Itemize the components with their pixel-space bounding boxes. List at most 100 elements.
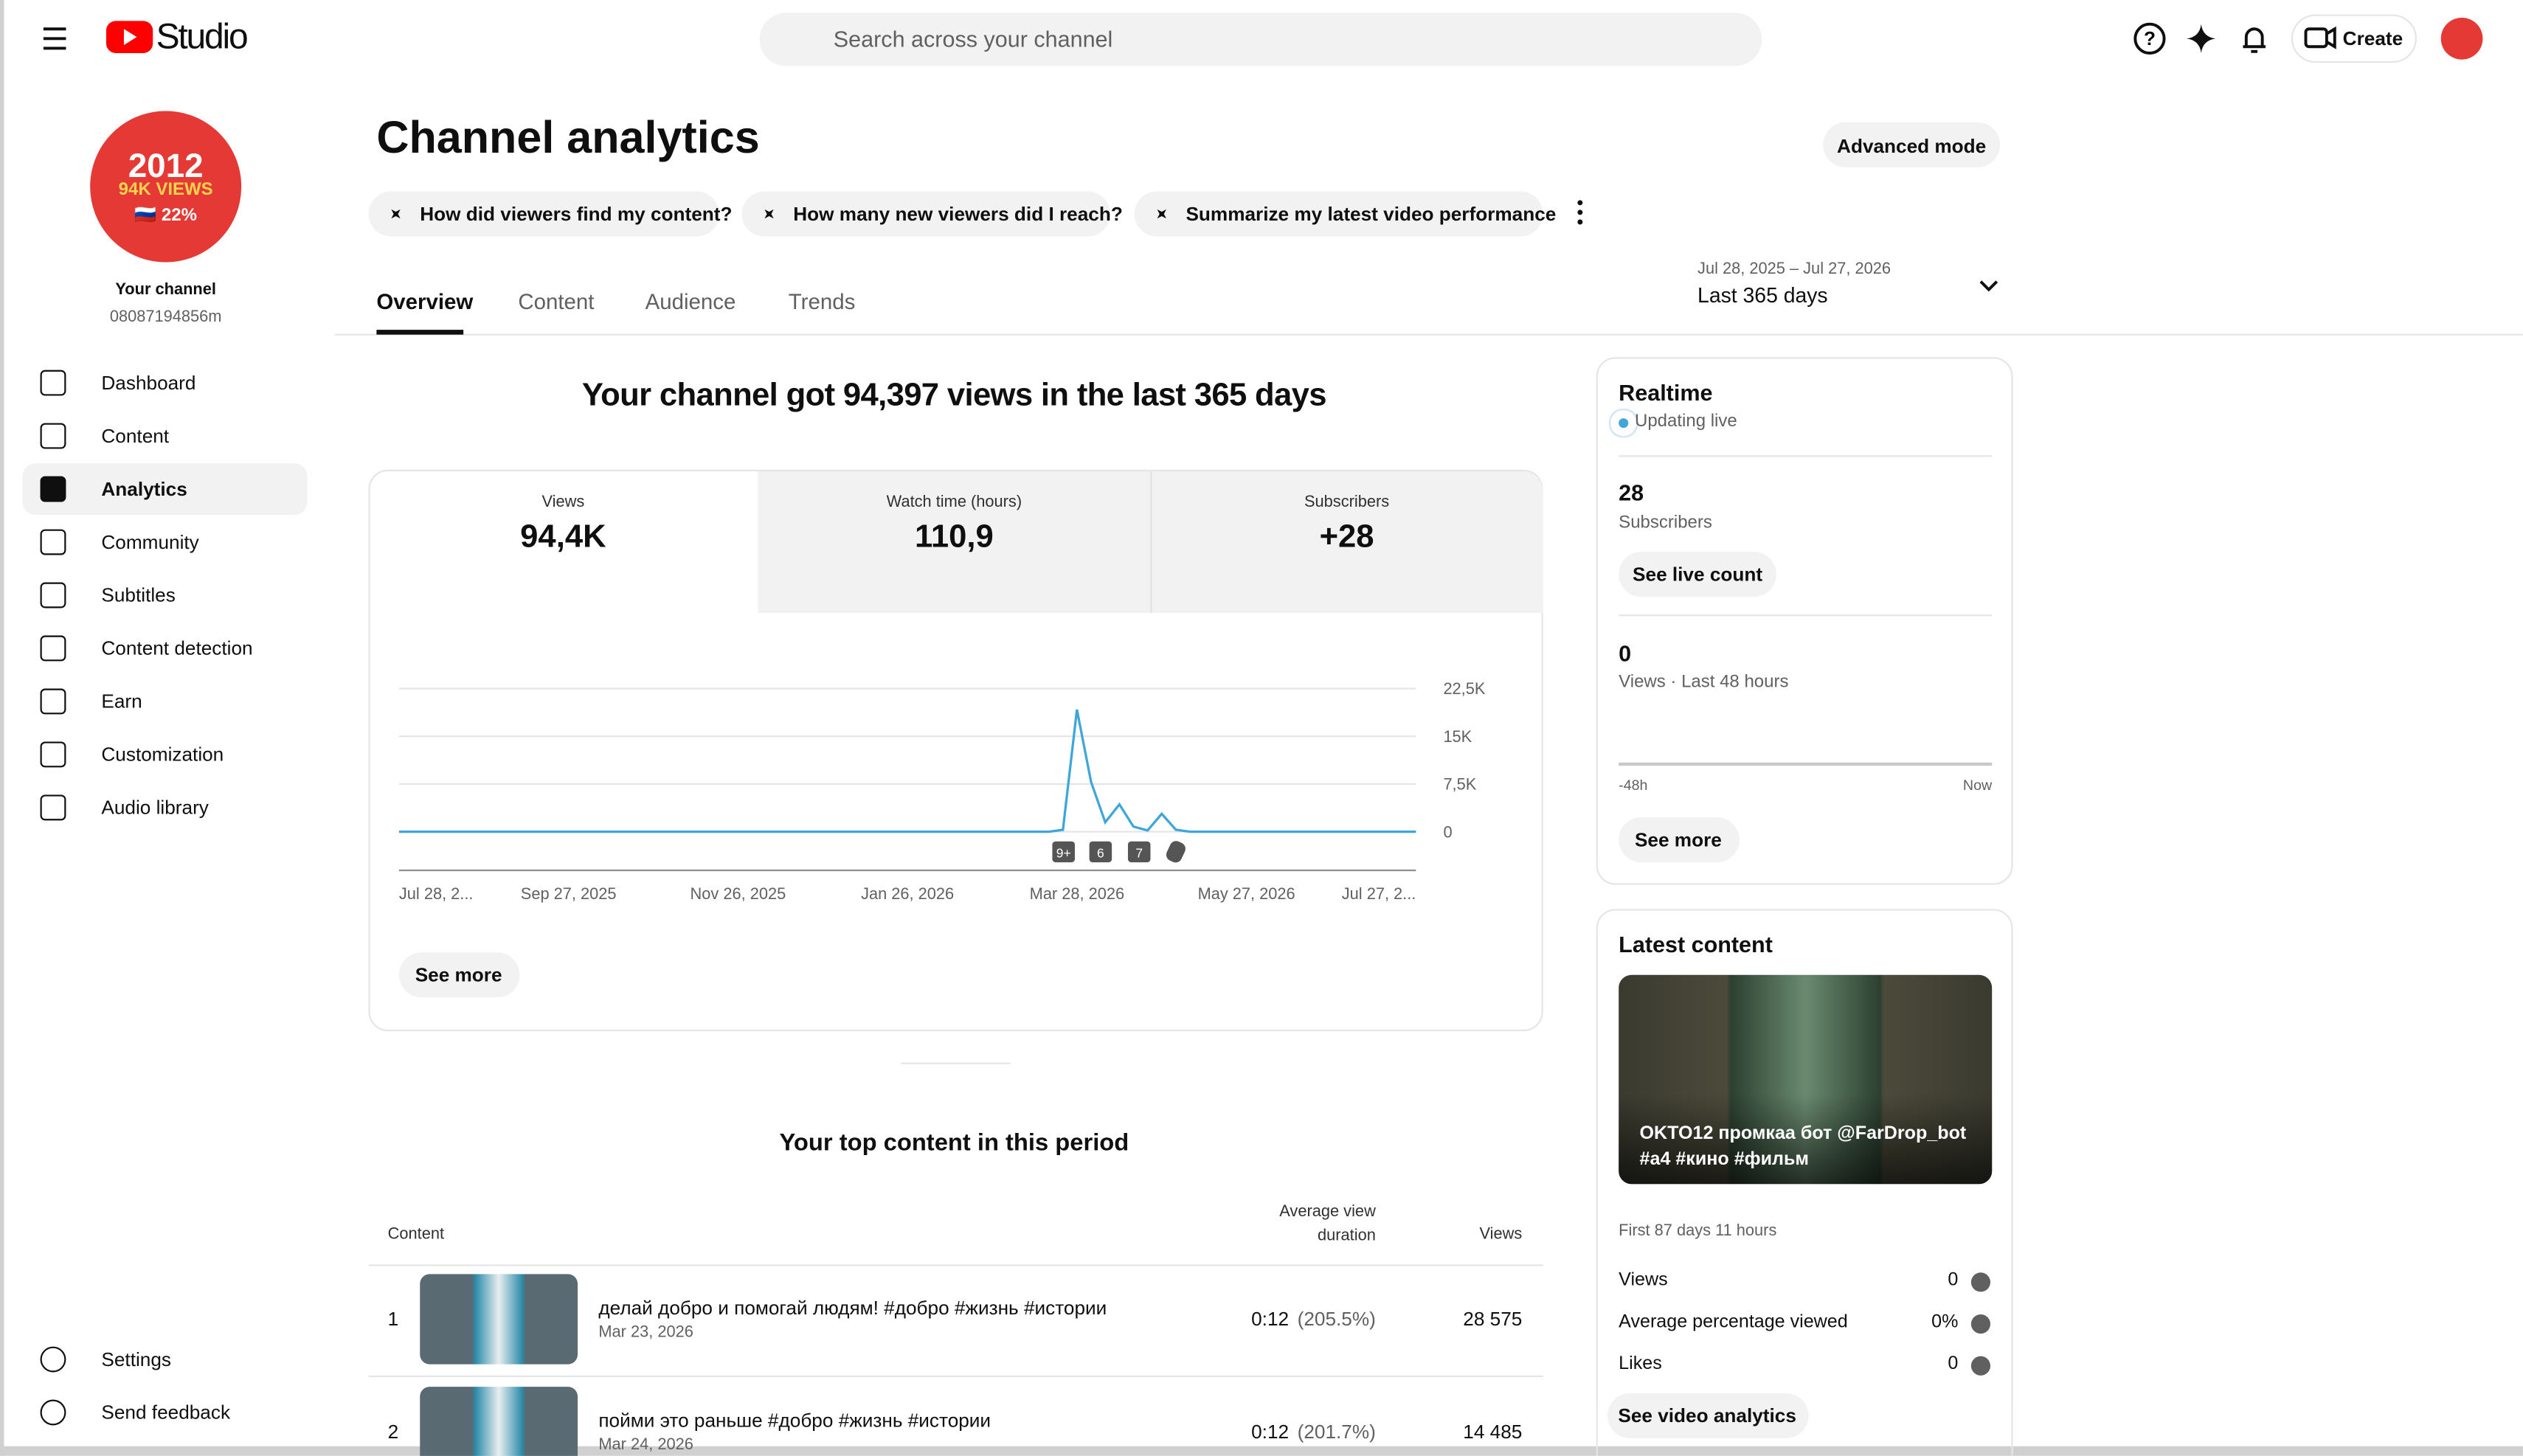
stat-value: 0% bbox=[1931, 1312, 1959, 1332]
video-marker-label: 9+ bbox=[1056, 846, 1071, 861]
table-header: Average view duration bbox=[1279, 1203, 1376, 1246]
prompt-chip[interactable] bbox=[368, 191, 719, 237]
video-date: Mar 24, 2026 bbox=[598, 1436, 693, 1455]
nav-item[interactable]: Dashboard bbox=[101, 371, 196, 395]
create-button[interactable] bbox=[2291, 14, 2418, 63]
metric-label[interactable]: Subscribers bbox=[1304, 493, 1390, 512]
metric-tab-bg bbox=[758, 471, 1151, 613]
nav-item[interactable]: Earn bbox=[101, 690, 142, 713]
views: 14 485 bbox=[1463, 1420, 1523, 1443]
stat-label: Views bbox=[1619, 1271, 1668, 1291]
brand: Studio bbox=[156, 15, 249, 57]
live-count-button[interactable] bbox=[1619, 552, 1776, 597]
nav-icon bbox=[40, 582, 66, 609]
tab[interactable]: Content bbox=[518, 289, 595, 314]
video-analytics-button[interactable] bbox=[1607, 1393, 1809, 1438]
stat-label: Average percentage viewed bbox=[1619, 1312, 1848, 1332]
stat-value: 0 bbox=[1948, 1354, 1959, 1374]
table-rule bbox=[368, 1264, 1543, 1266]
tab[interactable]: Trends bbox=[788, 289, 856, 314]
nav-icon bbox=[40, 423, 66, 449]
advanced-button[interactable] bbox=[1823, 122, 2001, 167]
metric-value: 110,9 bbox=[915, 519, 994, 555]
nav-icon bbox=[40, 370, 66, 396]
trend-icon bbox=[1970, 1272, 1991, 1292]
nav-item[interactable]: Analytics bbox=[101, 477, 187, 501]
avg-duration: 0:12 bbox=[1251, 1420, 1290, 1443]
period[interactable]: Last 365 days bbox=[1697, 282, 1828, 308]
realtime-see-more[interactable] bbox=[1619, 817, 1740, 863]
prompt-chip[interactable] bbox=[741, 191, 1110, 237]
latest-age: First 87 days 11 hours bbox=[1619, 1222, 1777, 1241]
metric-value: 94,4K bbox=[520, 519, 606, 555]
video-title[interactable]: пойми это раньше #добро #жизнь #истории bbox=[598, 1409, 991, 1432]
avg-percent: (205.5%) bbox=[1297, 1308, 1376, 1331]
mini-axis-label: Now bbox=[1962, 777, 1993, 794]
table-header: Views bbox=[1479, 1225, 1523, 1244]
nav-item[interactable]: Send feedback bbox=[101, 1401, 231, 1424]
svg-text:?: ? bbox=[2144, 27, 2156, 49]
y-tick-label: 22,5K bbox=[1443, 679, 1485, 698]
thumbnail[interactable] bbox=[420, 1274, 578, 1365]
nav-item[interactable]: Customization bbox=[101, 743, 224, 766]
metric-label[interactable]: Views bbox=[541, 493, 585, 512]
rank: 1 bbox=[387, 1308, 399, 1331]
x-tick-label: Nov 26, 2025 bbox=[691, 884, 786, 903]
thumbnail[interactable] bbox=[420, 1387, 578, 1456]
nav-item[interactable]: Content bbox=[101, 424, 170, 448]
nav-icon bbox=[40, 1346, 66, 1373]
avatar-views: 94K VIEWS bbox=[118, 180, 213, 200]
avatar-year: 2012 bbox=[128, 148, 204, 185]
nav-item[interactable]: Subtitles bbox=[101, 583, 176, 607]
live-count-label: See live count bbox=[1633, 563, 1763, 586]
subs-count: 28 bbox=[1619, 479, 1644, 505]
metric-tab-bg bbox=[1150, 471, 1543, 613]
video-title[interactable]: делай добро и помогай людям! #добро #жиз… bbox=[598, 1296, 1107, 1320]
views: 28 575 bbox=[1463, 1308, 1523, 1331]
stat-value: 0 bbox=[1948, 1271, 1959, 1291]
shorts-marker bbox=[1166, 841, 1186, 863]
stat-label: Likes bbox=[1619, 1354, 1662, 1374]
views-line bbox=[398, 709, 1416, 833]
y-tick-label: 0 bbox=[1443, 822, 1452, 841]
trend-icon bbox=[1970, 1356, 1991, 1376]
y-tick-label: 15K bbox=[1443, 727, 1472, 746]
rule bbox=[1619, 455, 1993, 457]
tab[interactable]: Overview bbox=[376, 289, 474, 314]
see-more-button[interactable] bbox=[398, 952, 520, 998]
mini-axis-label: -48h bbox=[1619, 777, 1648, 794]
avg-percent: (201.7%) bbox=[1297, 1420, 1376, 1443]
metric-label[interactable]: Watch time (hours) bbox=[886, 493, 1022, 512]
table-header: Content bbox=[387, 1225, 445, 1244]
rule bbox=[1619, 614, 1993, 617]
video-marker-label: 6 bbox=[1097, 846, 1104, 861]
x-tick-label: Jan 26, 2026 bbox=[861, 884, 954, 903]
nav-item[interactable]: Community bbox=[101, 530, 199, 554]
channel-handle: 08087194856m bbox=[109, 308, 222, 327]
overview-card bbox=[368, 469, 1543, 1032]
latest-title: Latest content bbox=[1619, 931, 1773, 957]
tab[interactable]: Audience bbox=[645, 289, 736, 314]
prompt-chip[interactable] bbox=[1134, 191, 1543, 237]
metric-value: +28 bbox=[1319, 519, 1374, 555]
nav-item[interactable]: Content detection bbox=[101, 637, 253, 660]
video-marker-label: 7 bbox=[1135, 846, 1143, 861]
y-tick-label: 7,5K bbox=[1443, 775, 1476, 794]
nav-icon bbox=[40, 1399, 66, 1426]
prompt-label: How many new viewers did I reach? bbox=[793, 202, 1123, 226]
x-tick-label: Jul 28, 2... bbox=[399, 884, 474, 903]
realtime-title: Realtime bbox=[1619, 379, 1713, 406]
nav-icon bbox=[40, 635, 66, 662]
nav-active bbox=[22, 463, 308, 515]
nav-item[interactable]: Settings bbox=[101, 1348, 171, 1371]
views-count: 0 bbox=[1619, 640, 1632, 666]
nav-item[interactable]: Audio library bbox=[101, 796, 209, 819]
page-title: Channel analytics bbox=[376, 112, 760, 163]
video-marker bbox=[1089, 841, 1112, 863]
create-label: Create bbox=[2342, 27, 2403, 50]
nav-icon bbox=[40, 794, 66, 821]
search-bar[interactable] bbox=[759, 13, 1762, 66]
prompt-label: Summarize my latest video performance bbox=[1186, 202, 1557, 226]
